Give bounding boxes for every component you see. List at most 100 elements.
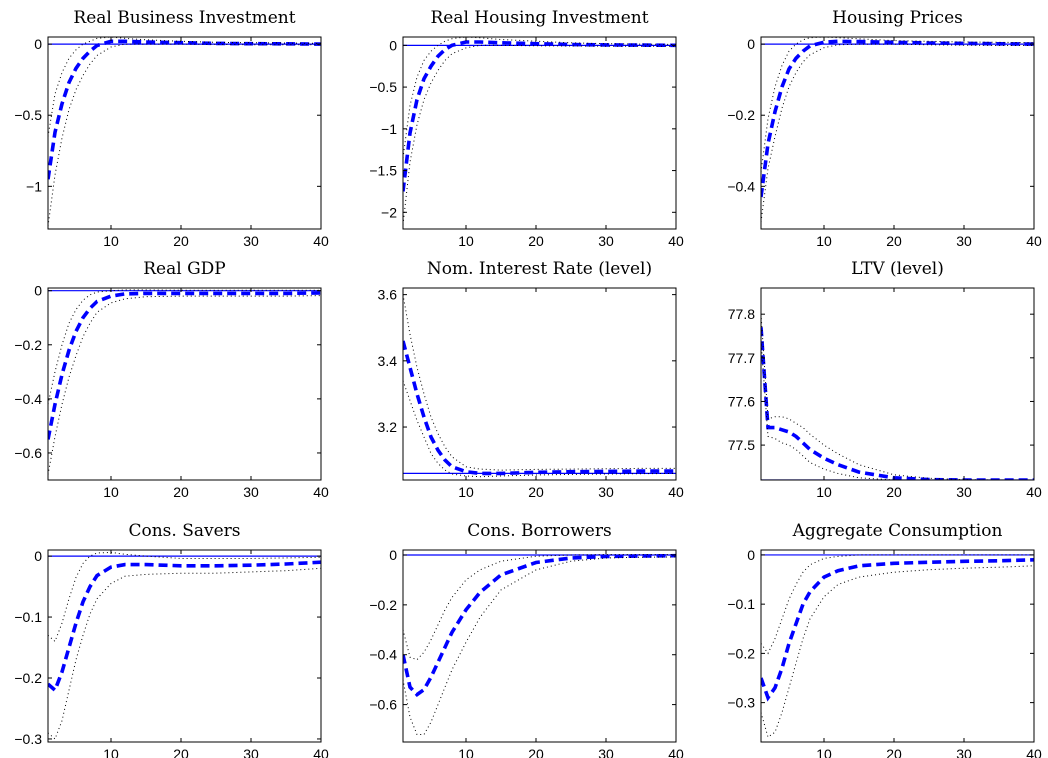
x-tick-label: 10: [816, 746, 832, 758]
plot-area: [403, 294, 676, 478]
y-tick-label: −0.6: [369, 697, 397, 713]
mean-response-line: [48, 560, 321, 694]
y-tick-label: 3.6: [378, 287, 398, 303]
axes-frame: [47, 287, 322, 481]
x-tick-label: 20: [886, 233, 902, 249]
axes-frame: [47, 549, 322, 743]
y-tick-label: −0.3: [14, 731, 42, 747]
mean-response-line: [48, 291, 321, 440]
x-tick-label: 10: [458, 746, 474, 758]
x-tick-label: 40: [313, 233, 329, 249]
axes-frame: [402, 36, 677, 230]
panel-title: Nom. Interest Rate (level): [427, 259, 652, 279]
x-tick-label: 30: [243, 746, 259, 758]
chart-panel-5: Nom. Interest Rate (level) 10 20 30 40 3.2 3.4…: [378, 259, 684, 500]
panel-title: Cons. Borrowers: [467, 521, 611, 541]
axes-frame: [760, 287, 1035, 481]
panel-title: Cons. Savers: [128, 521, 240, 541]
confidence-band-upper: [403, 37, 676, 159]
y-tick-label: 0: [747, 36, 755, 52]
y-tick-label: −0.1: [14, 609, 42, 625]
panel-title: Real Business Investment: [73, 8, 295, 28]
plot-area: [761, 314, 1034, 480]
x-tick-label: 10: [458, 484, 474, 500]
chart-panel-8: Cons. Borrowers 10 20 30 40 −0.6 −0.4 −0.2 0: [369, 521, 684, 758]
y-tick-label: −1: [26, 178, 42, 194]
x-tick-label: 40: [668, 746, 684, 758]
chart-panel-1: Real Business Investment 10 20 30 40 −1 −0.5 0: [14, 8, 329, 249]
panel-title: Aggregate Consumption: [792, 521, 1003, 541]
mean-response-line: [761, 327, 1034, 480]
plot-area: [761, 554, 1034, 738]
x-tick-label: 10: [816, 233, 832, 249]
axes-frame: [760, 36, 1035, 230]
y-tick-label: 0: [389, 547, 397, 563]
panel-title: Housing Prices: [832, 8, 963, 28]
confidence-band-lower: [761, 565, 1034, 738]
x-tick-label: 40: [313, 746, 329, 758]
confidence-band-lower: [48, 295, 321, 475]
x-tick-label: 20: [173, 746, 189, 758]
chart-panel-2: Real Housing Investment 10 20 30 40 −2 −1.5 −1 −…: [369, 8, 684, 249]
y-tick-label: −0.2: [14, 670, 42, 686]
y-tick-label: 0: [34, 36, 42, 52]
x-tick-label: 20: [886, 484, 902, 500]
y-tick-label: −0.2: [727, 107, 755, 123]
x-tick-label: 30: [956, 484, 972, 500]
x-tick-label: 10: [103, 233, 119, 249]
mean-response-line: [403, 553, 676, 697]
x-tick-label: 10: [816, 484, 832, 500]
confidence-band-lower: [48, 43, 321, 227]
x-tick-label: 40: [668, 233, 684, 249]
y-tick-label: −1: [381, 121, 397, 137]
chart-panel-4: Real GDP 10 20 30 40 −0.6 −0.4 −0.2 0: [14, 259, 329, 500]
axes-frame: [47, 36, 322, 230]
confidence-band-upper: [403, 554, 676, 661]
x-tick-label: 20: [173, 484, 189, 500]
mean-response-line: [48, 39, 321, 180]
confidence-band-lower: [403, 380, 676, 478]
confidence-band-lower: [403, 556, 676, 735]
x-tick-label: 30: [243, 233, 259, 249]
y-tick-label: 3.4: [378, 353, 398, 369]
panel-title: Real Housing Investment: [430, 8, 648, 28]
panel-title: LTV (level): [851, 259, 944, 279]
y-tick-label: 0: [389, 37, 397, 53]
confidence-band-upper: [48, 551, 321, 643]
x-tick-label: 10: [103, 484, 119, 500]
y-tick-label: −0.4: [369, 647, 397, 663]
x-tick-label: 40: [1026, 484, 1042, 500]
y-tick-label: −0.2: [727, 645, 755, 661]
mean-response-line: [761, 558, 1034, 702]
y-tick-label: 0: [34, 548, 42, 564]
confidence-band-lower: [761, 43, 1034, 222]
x-tick-label: 30: [598, 484, 614, 500]
y-tick-label: −0.4: [14, 391, 42, 407]
plot-area: [403, 37, 676, 225]
x-tick-label: 30: [956, 233, 972, 249]
chart-panel-6: LTV (level) 10 20 30 40 77.5 77.6 77.7 77.8: [728, 259, 1042, 500]
x-tick-label: 40: [1026, 746, 1042, 758]
mean-response-line: [761, 39, 1034, 198]
x-tick-label: 20: [528, 233, 544, 249]
x-tick-label: 30: [598, 233, 614, 249]
axes-frame: [402, 549, 677, 743]
chart-panel-9: Aggregate Consumption 10 20 30 40 −0.3 −0.2 −0.…: [727, 521, 1042, 758]
axes-frame: [760, 549, 1035, 743]
x-tick-label: 40: [313, 484, 329, 500]
x-tick-label: 10: [458, 233, 474, 249]
x-tick-label: 30: [956, 746, 972, 758]
y-tick-label: −0.4: [727, 178, 755, 194]
plot-area: [48, 37, 321, 227]
y-tick-label: −0.1: [727, 596, 755, 612]
confidence-band-upper: [48, 289, 321, 405]
y-tick-label: −0.5: [14, 107, 42, 123]
y-tick-label: −1.5: [369, 163, 397, 179]
confidence-band-upper: [761, 37, 1034, 173]
x-tick-label: 20: [528, 484, 544, 500]
y-tick-label: 77.6: [728, 393, 755, 409]
y-tick-label: 77.5: [728, 437, 755, 453]
panel-title: Real GDP: [143, 259, 226, 279]
y-tick-label: 3.2: [378, 419, 398, 435]
